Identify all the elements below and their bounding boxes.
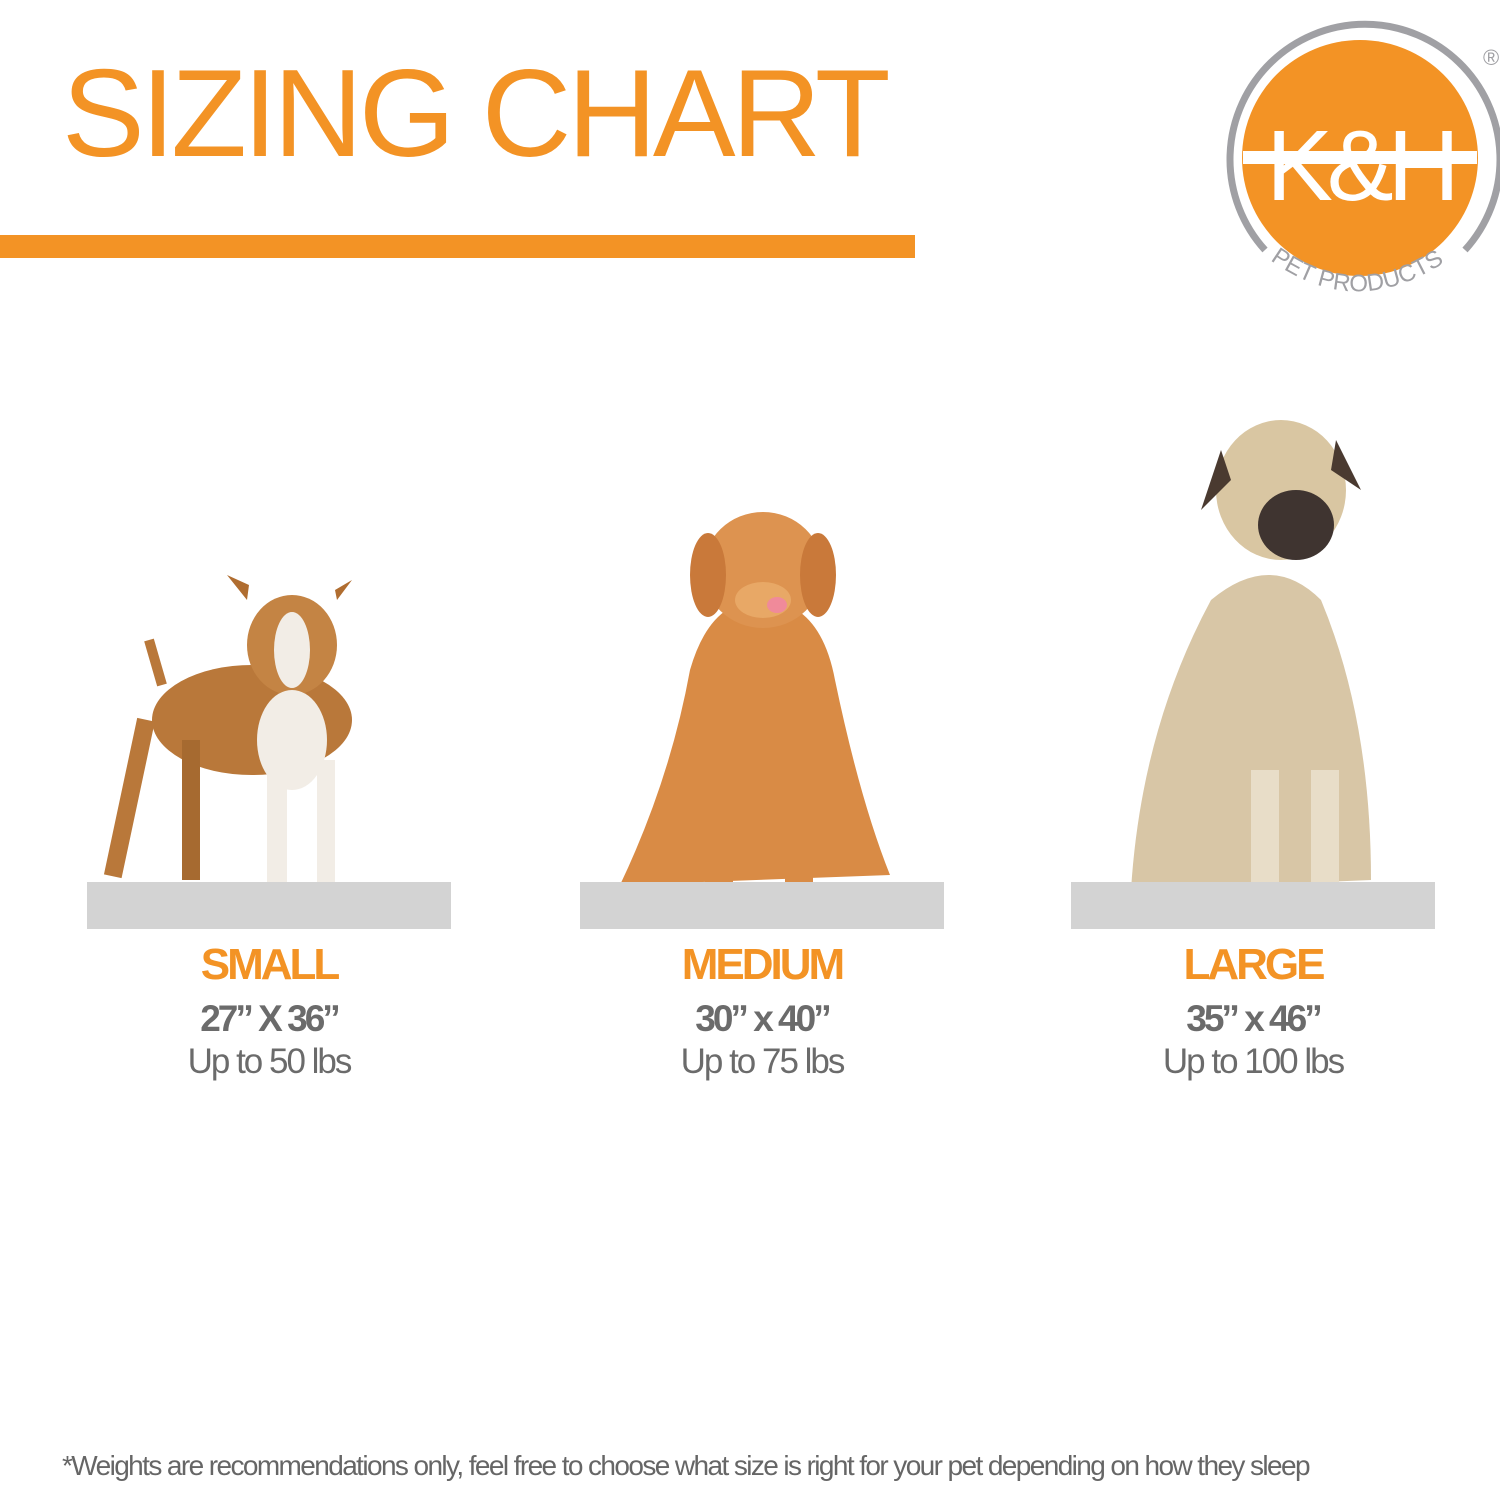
footnote: *Weights are recommendations only, feel … xyxy=(62,1450,1311,1481)
size-dimensions: 35” x 46” xyxy=(1186,998,1322,1039)
medium-dog-image xyxy=(620,512,890,910)
kh-logo: K&H ® PET PRODUCTS xyxy=(1226,20,1500,297)
size-label: LARGE xyxy=(1183,940,1326,989)
small-dog-image xyxy=(103,575,352,920)
svg-text:®: ® xyxy=(1483,45,1499,70)
size-medium: MEDIUM 30” x 40” Up to 75 lbs xyxy=(580,400,944,1100)
title-underline xyxy=(0,235,915,258)
size-label: SMALL xyxy=(200,940,341,989)
bed-platform xyxy=(580,882,944,929)
svg-text:K&H: K&H xyxy=(1266,110,1454,222)
page-title: SIZING CHART xyxy=(62,45,891,183)
size-weight: Up to 75 lbs xyxy=(680,1042,846,1081)
size-weight: Up to 50 lbs xyxy=(187,1042,353,1081)
size-small: SMALL 27” X 36” Up to 50 lbs xyxy=(87,400,451,1100)
size-weight: Up to 100 lbs xyxy=(1162,1042,1345,1081)
size-dimensions: 30” x 40” xyxy=(695,998,831,1039)
bed-platform xyxy=(1071,882,1435,929)
bed-platform xyxy=(87,882,451,929)
size-large: LARGE 35” x 46” Up to 100 lbs xyxy=(1071,400,1435,1100)
large-dog-image xyxy=(1131,420,1371,910)
size-label: MEDIUM xyxy=(681,940,845,989)
size-dimensions: 27” X 36” xyxy=(200,998,341,1039)
